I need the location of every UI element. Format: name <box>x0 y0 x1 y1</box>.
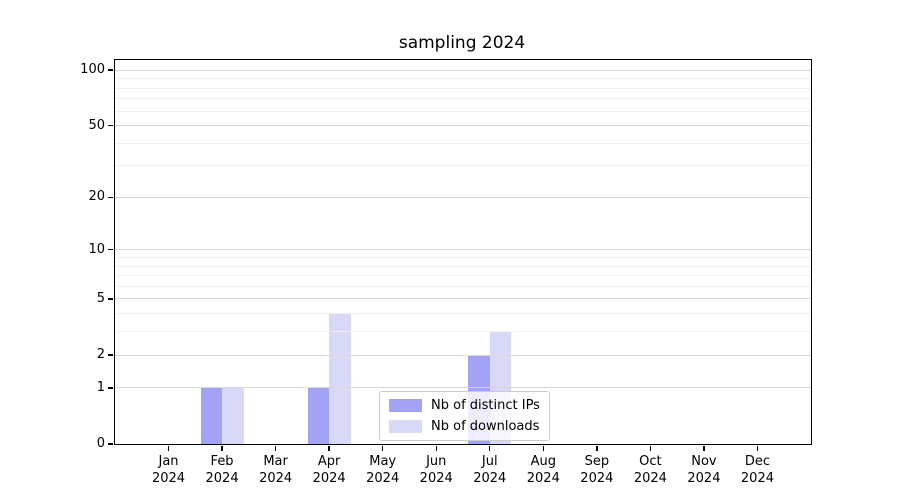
x-tick-year: 2024 <box>580 471 614 486</box>
x-tick-year: 2024 <box>687 471 721 486</box>
gridline <box>115 78 811 80</box>
x-axis-tick-label: Jan 2024 <box>152 453 185 487</box>
gridline <box>115 285 811 287</box>
x-axis-tick <box>167 446 170 451</box>
y-axis-tick <box>108 124 113 127</box>
x-tick-year: 2024 <box>633 471 667 486</box>
gridline <box>115 110 811 112</box>
x-axis-tick <box>596 446 598 451</box>
y-axis-tick-label: 0 <box>96 436 105 451</box>
x-axis-tick <box>649 446 652 451</box>
x-tick-month: Dec <box>744 454 771 469</box>
x-axis-tick-label: Jun 2024 <box>420 453 453 487</box>
y-axis-tick-label: 20 <box>88 189 105 205</box>
x-axis-tick-label: Mar 2024 <box>259 453 292 487</box>
legend: Nb of distinct IPs Nb of downloads <box>379 391 550 441</box>
gridline <box>115 249 811 251</box>
bar-nb-of-downloads <box>222 387 244 444</box>
x-axis-tick-label: Oct 2024 <box>634 453 667 487</box>
y-axis-tick-label: 1 <box>96 379 105 395</box>
y-axis-tick-label: 2 <box>96 347 105 362</box>
axis-ticks-layer: 0 1 2 5 10 20 50 100 Jan 2024 Feb 2024 Mar 2024 Apr 202… <box>80 60 811 486</box>
gridline <box>115 69 811 71</box>
x-tick-year: 2024 <box>473 471 507 486</box>
grid-layer <box>115 60 811 444</box>
x-axis-tick <box>756 446 759 451</box>
x-axis-tick-label: Aug 2024 <box>527 453 560 487</box>
x-tick-month: Sep <box>584 454 610 469</box>
gridline <box>115 298 811 300</box>
legend-item-distinct-ips: Nb of distinct IPs <box>389 397 540 414</box>
gridline <box>115 87 811 89</box>
bar-nb-of-distinct-ips <box>307 387 330 444</box>
y-axis-tick <box>108 249 113 251</box>
x-axis-tick-label: Apr 2024 <box>313 453 346 487</box>
x-tick-year: 2024 <box>419 471 453 486</box>
x-tick-year: 2024 <box>151 471 186 486</box>
x-tick-month: Nov <box>691 454 717 469</box>
legend-item-downloads: Nb of downloads <box>389 418 540 435</box>
x-tick-year: 2024 <box>259 471 293 486</box>
gridline <box>115 354 811 356</box>
x-tick-year: 2024 <box>526 471 560 486</box>
legend-swatch-distinct-ips <box>389 399 422 412</box>
x-tick-month: Oct <box>639 454 662 469</box>
x-axis-tick-label: Nov 2024 <box>687 453 720 487</box>
x-tick-month: Jan <box>158 454 179 469</box>
y-axis-tick-label: 5 <box>96 290 105 306</box>
y-axis-tick <box>108 196 113 199</box>
y-axis-tick <box>108 387 113 389</box>
gridline <box>115 165 811 167</box>
y-axis-tick <box>108 69 113 71</box>
gridline <box>115 275 811 277</box>
gridline <box>115 265 811 267</box>
gridline <box>115 256 811 258</box>
y-axis-tick-label: 100 <box>80 62 105 78</box>
x-axis-tick-label: Dec 2024 <box>741 453 774 487</box>
x-axis-tick-label: Feb 2024 <box>206 453 239 487</box>
x-tick-month: Aug <box>530 454 556 469</box>
legend-label-downloads: Nb of downloads <box>431 419 540 434</box>
y-axis-tick <box>108 354 113 356</box>
x-tick-year: 2024 <box>312 471 346 486</box>
x-tick-month: Apr <box>317 454 341 469</box>
x-tick-month: May <box>369 454 397 469</box>
x-tick-month: Jul <box>481 454 498 469</box>
gridline <box>115 196 811 198</box>
x-tick-year: 2024 <box>740 471 774 486</box>
x-axis-tick <box>328 446 330 451</box>
y-axis-tick <box>108 443 113 445</box>
legend-label-distinct-ips: Nb of distinct IPs <box>431 398 540 413</box>
y-axis-tick-label: 10 <box>88 241 105 257</box>
gridline <box>115 331 811 333</box>
gridline <box>115 142 811 144</box>
legend-swatch-downloads <box>389 420 422 433</box>
x-axis-tick <box>381 446 384 451</box>
x-axis-tick-label: Jul 2024 <box>473 453 506 487</box>
x-axis-tick <box>221 446 223 451</box>
plot-area: 0 1 2 5 10 20 50 100 Jan 2024 Feb 2024 Mar 2024 Apr 202… <box>80 59 812 486</box>
x-tick-year: 2024 <box>205 471 239 486</box>
x-tick-year: 2024 <box>366 471 400 486</box>
gridline <box>115 313 811 315</box>
gridline <box>115 387 811 389</box>
x-axis-tick <box>703 446 705 451</box>
gridline <box>115 98 811 100</box>
x-axis-tick-label: Sep 2024 <box>580 453 613 487</box>
x-tick-month: Feb <box>210 454 234 469</box>
x-tick-month: Mar <box>263 454 288 469</box>
gridline <box>115 125 811 126</box>
x-axis-tick <box>489 446 491 451</box>
y-axis-tick-label: 50 <box>88 117 105 133</box>
x-axis-tick <box>274 446 277 451</box>
x-axis-tick-label: May 2024 <box>366 453 399 487</box>
x-axis-tick <box>542 446 544 451</box>
chart-title: sampling 2024 <box>398 33 526 53</box>
y-axis-tick <box>108 298 113 300</box>
x-tick-month: Jun <box>426 454 447 469</box>
bar-nb-of-distinct-ips <box>200 387 223 444</box>
x-axis-tick <box>435 446 437 451</box>
bar-nb-of-downloads <box>329 313 351 444</box>
